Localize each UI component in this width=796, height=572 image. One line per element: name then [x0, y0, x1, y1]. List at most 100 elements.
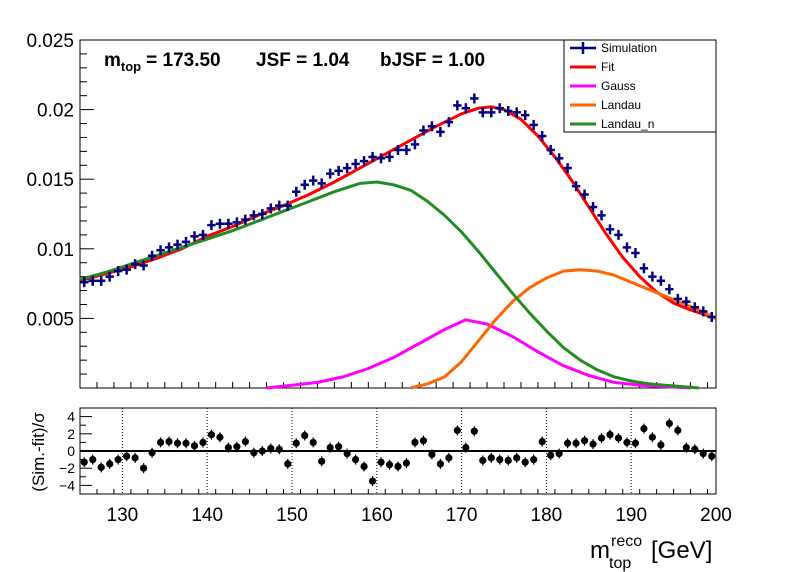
residual-point: [258, 446, 266, 456]
residual-point: [97, 462, 105, 473]
simulation-point: [588, 202, 598, 213]
residual-point: [394, 461, 402, 472]
simulation-point: [648, 271, 657, 282]
residual-point: [131, 452, 139, 463]
residual-point: [623, 437, 631, 448]
simulation-point: [181, 236, 191, 247]
simulation-point: [309, 175, 318, 186]
residual-point: [123, 451, 131, 462]
simulation-point: [495, 103, 504, 114]
lower-y-tick-label: 2: [67, 426, 75, 442]
simulation-point: [325, 168, 335, 179]
residual-point: [173, 438, 182, 449]
upper-plot-frame: [79, 39, 717, 389]
legend-label: Fit: [601, 60, 615, 74]
legend-entry-fit: Fit: [570, 60, 615, 74]
residual-point: [318, 456, 326, 467]
residual-point: [521, 457, 529, 468]
simulation-point: [342, 163, 352, 174]
simulation-point: [88, 275, 97, 286]
simulation-point: [470, 93, 479, 104]
simulation-point: [164, 242, 174, 253]
fit-curves: [79, 105, 717, 390]
residual-point: [241, 436, 249, 447]
simulation-point: [393, 144, 403, 155]
simulation-point: [122, 264, 131, 275]
residual-point: [352, 454, 360, 465]
residual-point: [631, 438, 640, 449]
simulation-point: [673, 293, 683, 304]
residual-point: [165, 436, 173, 447]
simulation-point: [554, 153, 564, 164]
simulation-point: [622, 242, 632, 253]
residual-point: [665, 418, 673, 429]
mtop-subscript: top: [121, 59, 141, 74]
residual-point: [89, 454, 97, 465]
residual-point: [368, 476, 377, 487]
simulation-point: [97, 275, 106, 286]
residual-point: [572, 438, 580, 449]
x-tick-label: 130: [107, 505, 139, 526]
x-tick-label: 140: [191, 505, 223, 526]
simulation-point: [215, 218, 225, 229]
x-label-subscript: top: [609, 555, 631, 572]
simulation-point: [504, 105, 513, 116]
residual-point: [708, 451, 716, 462]
residual-point: [479, 455, 487, 466]
x-axis-label: mreco top [GeV]: [590, 533, 712, 572]
simulation-point: [385, 151, 394, 162]
x-tick-label: 160: [361, 505, 393, 526]
residual-point: [640, 423, 648, 434]
mtop-value: = 173.50: [146, 50, 221, 71]
simulation-point: [453, 100, 462, 111]
legend-entry-landau-n: Landau_n: [570, 117, 654, 131]
simulation-point: [597, 210, 606, 221]
residual-point: [148, 447, 156, 458]
simulation-point: [707, 312, 716, 323]
simulation-point: [359, 156, 369, 167]
x-label-superscript: reco: [611, 533, 642, 550]
residual-point: [326, 442, 334, 453]
simulation-point: [207, 220, 216, 231]
residual-point: [216, 432, 224, 443]
residual-point: [674, 425, 682, 436]
upper-panel: 0.005 0.01 0.015 0.02 0.025 mtop = 173.50 JSF…: [26, 31, 717, 390]
residual-point: [564, 438, 572, 449]
legend: Simulation Fit Gauss Landau Landau_n: [563, 39, 717, 133]
residual-point: [224, 442, 232, 453]
simulation-point: [232, 217, 242, 228]
simulation-point: [266, 203, 275, 214]
residual-point: [301, 430, 309, 441]
legend-entry-gauss: Gauss: [570, 79, 636, 93]
simulation-point: [478, 107, 487, 118]
residual-point: [182, 438, 190, 449]
simulation-point: [113, 266, 123, 277]
simulation-points: [80, 93, 716, 323]
annotation-bjsf: bJSF = 1.00: [380, 50, 485, 71]
residual-point: [597, 433, 606, 444]
residual-point: [453, 425, 461, 436]
simulation-point: [147, 250, 157, 261]
residual-point: [691, 444, 699, 455]
residual-point: [504, 455, 512, 466]
residual-point: [360, 461, 368, 472]
lower-y-tick-label: 0: [67, 443, 75, 459]
simulation-point: [580, 189, 589, 200]
curve-landau: [410, 268, 717, 390]
simulation-point: [614, 229, 623, 240]
legend-label: Gauss: [601, 79, 636, 93]
legend-label: Landau_n: [601, 117, 654, 131]
simulation-point: [682, 296, 691, 307]
simulation-point: [283, 200, 292, 211]
residual-point: [140, 463, 148, 474]
lower-x-axis: 130 140 150 160 170 180 190 200: [79, 489, 732, 526]
simulation-point: [351, 158, 360, 169]
simulation-point: [224, 218, 233, 229]
curve-gauss: [266, 318, 691, 390]
residual-point: [292, 438, 300, 449]
lower-y-tick-label: −4: [59, 477, 75, 493]
curve-fit: [79, 105, 717, 320]
simulation-point: [130, 259, 140, 270]
residual-point: [233, 441, 241, 452]
